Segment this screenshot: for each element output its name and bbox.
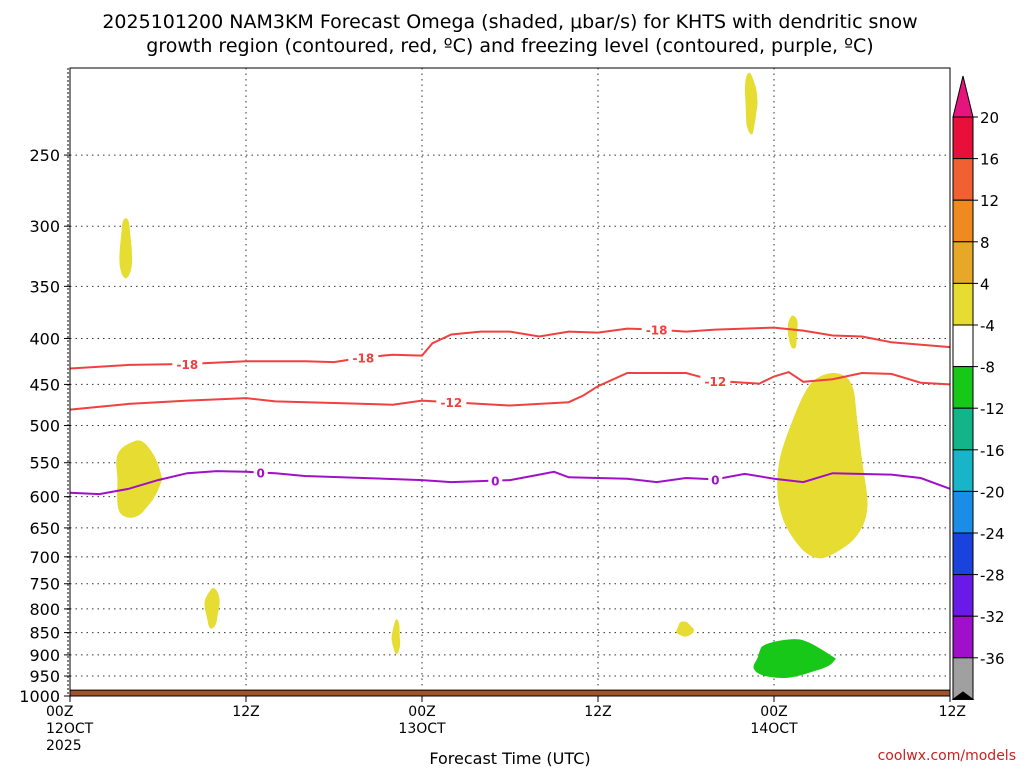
x-tick-label-12-0: 12Z <box>232 704 259 720</box>
x-tick-label-48-1: 14OCT <box>750 721 798 737</box>
colorbar-segment-11 <box>952 574 974 617</box>
contour-lines: -18 -18 -18 -12 -12 0 0 0 <box>69 322 951 496</box>
colorbar-segment-0 <box>952 116 974 160</box>
colorbar-label-9: -20 <box>980 483 1005 501</box>
x-tick-label-24-0: 00Z <box>408 704 435 720</box>
colorbar-label-5: -4 <box>980 317 995 335</box>
contour-label-bg-1-1 <box>700 373 731 388</box>
colorbar-segment-4 <box>952 282 974 326</box>
colorbar-segment-5 <box>952 324 974 368</box>
colorbar-segment-12 <box>952 615 974 659</box>
plot-area: -18 -18 -18 -12 -12 0 0 0 <box>67 67 951 697</box>
colorbar-label-2: 12 <box>980 192 999 210</box>
omega-region-6 <box>787 315 798 349</box>
y-tick-label-750: 750 <box>29 575 60 594</box>
x-tick-label-36-0: 12Z <box>584 704 611 720</box>
colorbar-segment-1 <box>952 158 974 201</box>
colorbar-label-10: -24 <box>980 525 1005 543</box>
x-axis-label: Forecast Time (UTC) <box>429 749 590 768</box>
chart-title-line1: 2025101200 NAM3KM Forecast Omega (shaded… <box>102 11 917 33</box>
contour-label-bg-2-1 <box>488 473 503 488</box>
below-ground-region <box>70 690 950 696</box>
contour-label-bg-0-0 <box>172 356 203 371</box>
x-tick-label-24-1: 13OCT <box>398 721 446 737</box>
omega-region-7 <box>777 372 868 559</box>
contour-label-bg-2-0 <box>253 465 268 480</box>
y-tick-label-1000: 1000 <box>19 687 60 706</box>
y-tick-label-500: 500 <box>29 417 60 436</box>
x-tick-label-60-0: 12Z <box>939 704 966 720</box>
y-tick-label-850: 850 <box>29 624 60 643</box>
y-axis: 250 300 350 400 450 500 550 600 650 700 750 800 850 9… <box>19 146 70 706</box>
contour-label-bg-1-0 <box>436 395 467 410</box>
gridlines <box>70 68 950 696</box>
y-tick-label-950: 950 <box>29 667 60 686</box>
contour-label--18-0: -18 <box>176 358 198 372</box>
y-tick-label-650: 650 <box>29 519 60 538</box>
contour-label-bg-0-1 <box>348 350 379 365</box>
contour-line--12 <box>69 371 951 411</box>
contour-label-bg-0-2 <box>641 322 672 337</box>
y-tick-label-700: 700 <box>29 548 60 567</box>
x-tick-label-0-1: 12OCT <box>46 721 94 737</box>
contour-label--18-1: -18 <box>352 352 374 366</box>
colorbar-label-3: 8 <box>980 234 990 252</box>
colorbar-top-arrow <box>952 75 974 118</box>
colorbar-bottom-arrow <box>951 691 975 700</box>
y-tick-label-300: 300 <box>29 217 60 236</box>
contour-label--12-0: -12 <box>440 396 462 410</box>
colorbar-segment-10 <box>952 532 974 576</box>
contour-line-0 <box>69 470 951 496</box>
credit-text: coolwx.com/models <box>878 748 1016 764</box>
colorbar: 20 16 12 8 4 -4 -8 -12 -16 -20 -24 -28 -32 -36 <box>951 75 1005 700</box>
colorbar-segment-3 <box>952 241 974 284</box>
colorbar-segment-2 <box>952 199 974 243</box>
colorbar-label-1: 16 <box>980 151 999 169</box>
colorbar-label-11: -28 <box>980 567 1005 585</box>
omega-region-5 <box>744 72 758 135</box>
omega-region-3 <box>391 619 401 655</box>
contour-label--12-1: -12 <box>704 375 726 389</box>
y-tick-label-550: 550 <box>29 454 60 473</box>
y-tick-label-350: 350 <box>29 277 60 296</box>
contour-label-0-2: 0 <box>711 473 719 487</box>
x-tick-label-0-0: 00Z <box>46 704 73 720</box>
contour-label-bg-2-2 <box>708 472 723 487</box>
colorbar-label-7: -12 <box>980 400 1005 418</box>
colorbar-label-13: -36 <box>980 650 1005 668</box>
plot-frame <box>69 67 951 697</box>
colorbar-label-0: 20 <box>980 109 999 127</box>
colorbar-label-8: -16 <box>980 442 1005 460</box>
x-tick-label-48-0: 00Z <box>760 704 787 720</box>
y-tick-label-800: 800 <box>29 600 60 619</box>
contour-label-0-0: 0 <box>256 467 264 481</box>
omega-region-2 <box>204 587 220 629</box>
colorbar-label-4: 4 <box>980 275 990 293</box>
x-tick-label-0-2: 2025 <box>46 738 82 754</box>
colorbar-segment-6 <box>952 366 974 409</box>
y-tick-label-400: 400 <box>29 329 60 348</box>
omega-region-8 <box>753 639 836 679</box>
y-tick-label-600: 600 <box>29 488 60 507</box>
y-tick-label-450: 450 <box>29 375 60 394</box>
omega-region-1 <box>116 440 163 518</box>
colorbar-segment-8 <box>952 449 974 492</box>
contour-label-0-1: 0 <box>491 475 499 489</box>
colorbar-label-12: -32 <box>980 608 1005 626</box>
y-tick-label-900: 900 <box>29 646 60 665</box>
colorbar-label-6: -8 <box>980 359 995 377</box>
contour-line--18 <box>69 326 951 370</box>
omega-region-0 <box>119 218 133 279</box>
shaded-regions <box>70 72 950 696</box>
y-tick-label-250: 250 <box>29 146 60 165</box>
colorbar-segment-9 <box>952 490 974 534</box>
chart-title-line2: growth region (contoured, red, ºC) and f… <box>146 35 873 57</box>
colorbar-segment-7 <box>952 407 974 451</box>
omega-region-4 <box>676 621 694 637</box>
contour-label--18-2: -18 <box>646 324 668 338</box>
